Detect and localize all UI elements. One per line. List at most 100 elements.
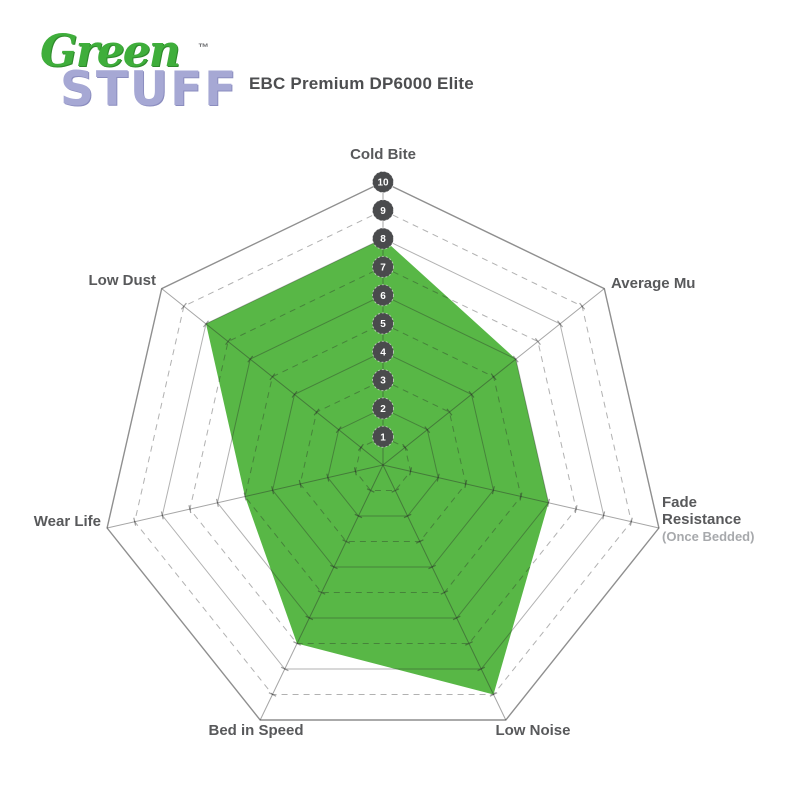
axis-tick [452, 615, 461, 621]
axis-tick [477, 666, 486, 672]
logo-word-green: Green [40, 26, 181, 77]
axis-tick [464, 479, 468, 488]
axis-tick [519, 492, 523, 501]
scale-marker-value: 1 [380, 432, 386, 443]
grid-ring-6 [216, 294, 550, 619]
axis-tick [579, 302, 586, 310]
axis-tick [269, 373, 276, 381]
grid-ring-5 [244, 322, 522, 593]
scale-marker-value: 10 [377, 178, 389, 189]
axis-tick [160, 511, 164, 520]
grid-ring-3 [299, 379, 467, 542]
grid-ring-1 [354, 436, 412, 491]
axis-spoke-1 [382, 288, 605, 466]
scale-marker-value: 5 [380, 319, 386, 330]
scale-marker-8 [372, 227, 394, 250]
trademark-symbol: ™ [198, 42, 209, 54]
axis-tick [465, 641, 473, 646]
axis-label-fade-resistance-sub: (Once Bedded) [662, 529, 755, 544]
axis-tick [602, 511, 606, 520]
scale-marker-2 [372, 397, 394, 420]
axis-tick [354, 513, 363, 519]
scale-marker-4 [372, 340, 394, 363]
scale-marker-value: 6 [380, 291, 386, 302]
axis-tick [342, 539, 351, 544]
axis-spoke-4 [259, 464, 384, 721]
axis-label-low-noise: Low Noise [495, 722, 571, 739]
axis-tick [330, 564, 338, 570]
axis-tick [403, 513, 412, 519]
axis-tick [491, 486, 495, 495]
axis-tick [428, 564, 436, 570]
axis-tick [391, 488, 400, 493]
axis-tick [440, 590, 449, 595]
axis-label-wear-life: Wear Life [33, 513, 101, 530]
axis-tick [366, 488, 375, 493]
axis-tick [512, 355, 519, 363]
axis-tick [133, 517, 137, 526]
axis-tick [335, 426, 342, 434]
scale-marker-5 [372, 312, 394, 335]
axis-tick [409, 467, 413, 476]
axis-label-bed-in-speed: Bed in Speed [208, 722, 304, 739]
axis-tick [402, 443, 409, 451]
axis-tick [326, 473, 330, 482]
axis-tick [271, 486, 275, 495]
axis-tick [243, 492, 247, 501]
axis-tick [629, 517, 633, 526]
axis-tick [547, 498, 550, 507]
axis-tick [293, 641, 301, 646]
scale-marker-6 [372, 284, 394, 307]
scale-marker-7 [372, 255, 394, 278]
grid-ring-10 [106, 181, 660, 721]
axis-tick [489, 692, 498, 697]
axis-spoke-3 [382, 464, 507, 721]
grid-ring-2 [327, 407, 439, 517]
data-polygon [206, 238, 549, 695]
axis-tick [490, 373, 497, 381]
axis-tick [225, 338, 232, 345]
scale-marker-value: 7 [380, 263, 386, 274]
grid-ring-9 [134, 209, 632, 695]
grid-ring-4 [272, 351, 494, 568]
axis-tick [180, 302, 187, 310]
scale-marker-10 [372, 171, 394, 193]
axis-tick [247, 355, 254, 363]
axis-tick [317, 590, 326, 595]
scale-marker-value: 9 [380, 206, 386, 217]
axis-tick [298, 479, 302, 488]
axis-tick [357, 443, 364, 451]
grid-ring-7 [189, 266, 577, 644]
axis-tick [353, 467, 357, 476]
axis-label-fade-resistance: Fade Resistance (Once Bedded) [662, 494, 756, 545]
axis-tick [446, 408, 453, 416]
axis-spoke-5 [106, 464, 384, 529]
scale-marker-value: 8 [380, 234, 386, 245]
axis-tick [557, 320, 563, 328]
axis-tick [468, 390, 475, 398]
axis-tick [313, 408, 320, 416]
scale-marker-3 [372, 369, 394, 392]
axis-tick [203, 320, 209, 328]
axis-tick [415, 539, 424, 544]
axis-tick [305, 615, 314, 621]
chart-title: EBC Premium DP6000 Elite [249, 74, 474, 93]
axis-tick [216, 498, 219, 507]
axis-tick [188, 505, 192, 514]
scale-marker-value: 3 [380, 376, 386, 387]
axis-tick [424, 426, 431, 434]
axis-spoke-2 [382, 464, 660, 529]
axis-tick [574, 505, 578, 514]
logo-word-stuff: STUFF [60, 62, 239, 117]
axis-tick [436, 473, 440, 482]
scale-marker-9 [372, 199, 394, 222]
axis-tick [534, 338, 541, 345]
greenstuff-logo: STUFF Green ™ [34, 26, 236, 138]
axis-label-fade-resistance-main: Fade Resistance [662, 494, 742, 528]
axis-tick [280, 666, 289, 672]
axis-label-low-dust: Low Dust [88, 272, 157, 289]
scale-marker-value: 4 [380, 347, 386, 358]
scale-marker-1 [372, 425, 394, 448]
axis-spoke-6 [161, 288, 384, 466]
